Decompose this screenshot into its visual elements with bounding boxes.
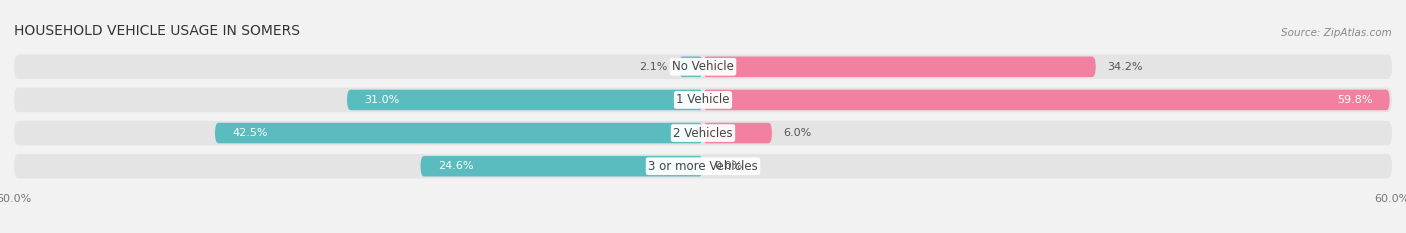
FancyBboxPatch shape [679,57,703,77]
Text: HOUSEHOLD VEHICLE USAGE IN SOMERS: HOUSEHOLD VEHICLE USAGE IN SOMERS [14,24,299,38]
Text: 3 or more Vehicles: 3 or more Vehicles [648,160,758,173]
Text: 34.2%: 34.2% [1107,62,1143,72]
FancyBboxPatch shape [14,154,1392,178]
Text: 1 Vehicle: 1 Vehicle [676,93,730,106]
FancyBboxPatch shape [420,156,703,176]
Text: No Vehicle: No Vehicle [672,60,734,73]
Text: 31.0%: 31.0% [364,95,399,105]
FancyBboxPatch shape [14,88,1392,112]
Text: 6.0%: 6.0% [783,128,811,138]
Text: Source: ZipAtlas.com: Source: ZipAtlas.com [1281,28,1392,38]
Text: 59.8%: 59.8% [1337,95,1372,105]
Text: 24.6%: 24.6% [437,161,474,171]
FancyBboxPatch shape [14,121,1392,145]
Text: 42.5%: 42.5% [232,128,267,138]
FancyBboxPatch shape [14,55,1392,79]
FancyBboxPatch shape [703,90,1389,110]
FancyBboxPatch shape [215,123,703,143]
Text: 2 Vehicles: 2 Vehicles [673,127,733,140]
Text: 2.1%: 2.1% [640,62,668,72]
FancyBboxPatch shape [703,57,1095,77]
Text: 0.0%: 0.0% [714,161,742,171]
FancyBboxPatch shape [347,90,703,110]
FancyBboxPatch shape [703,123,772,143]
